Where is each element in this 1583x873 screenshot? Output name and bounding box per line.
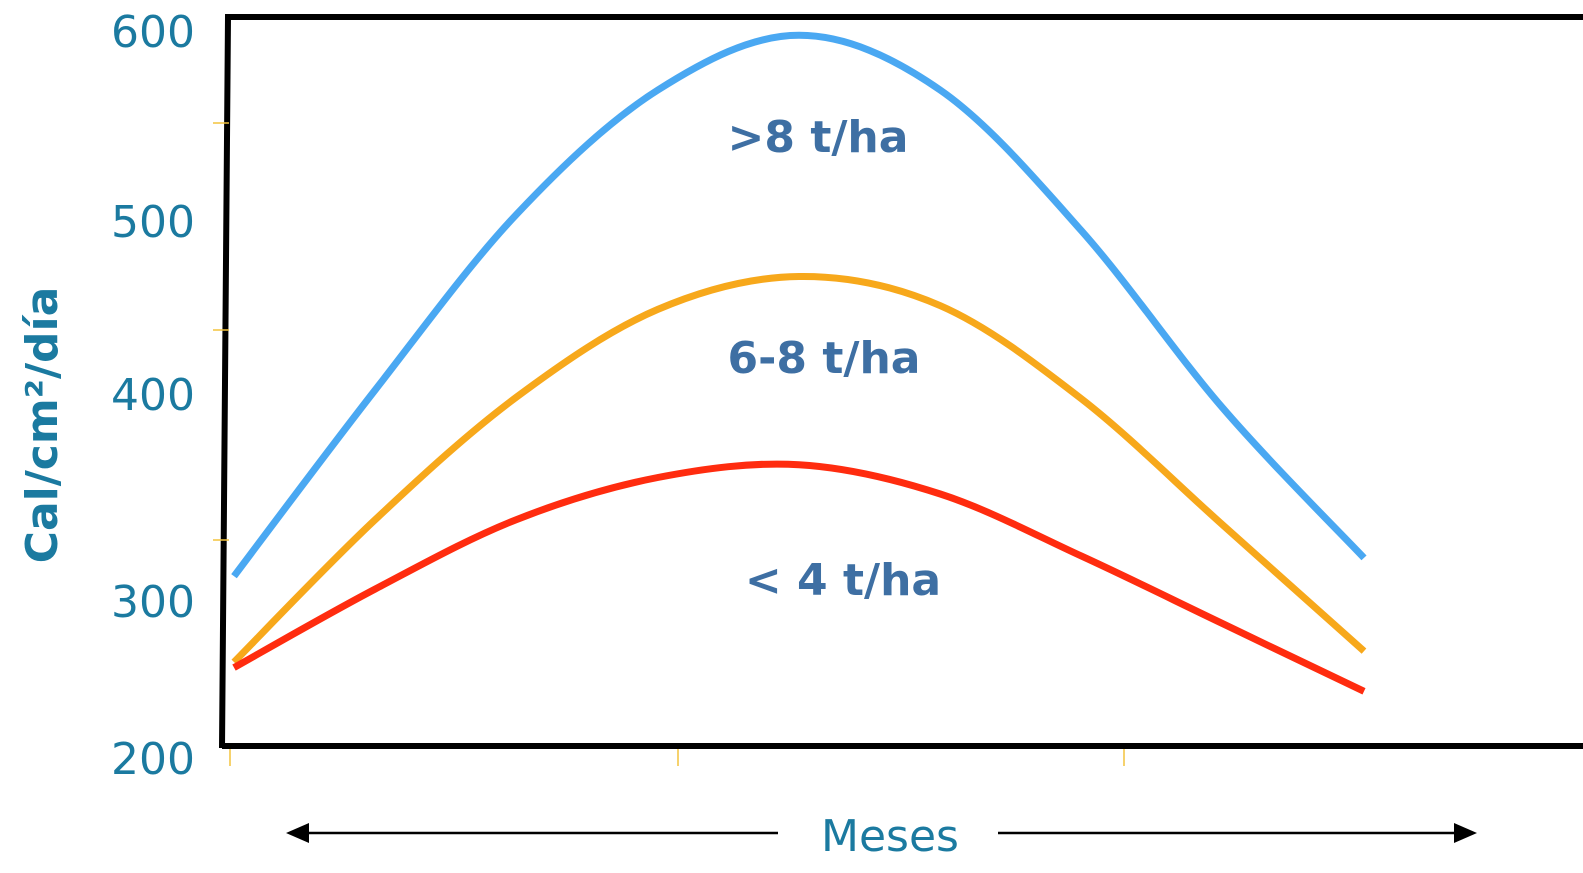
series-line-2 [232, 460, 1366, 695]
ytick-label: 400 [111, 370, 195, 421]
x-axis-label: Meses [821, 811, 959, 862]
x-arrow-right-head [1454, 823, 1477, 843]
ytick-label: 500 [111, 197, 195, 248]
series-label-6-8: 6-8 t/ha [728, 333, 921, 384]
y-axis-label: Cal/cm²/día [17, 287, 68, 564]
series-layer [231, 31, 1367, 695]
series-label-lt4: < 4 t/ha [745, 555, 941, 606]
ytick-label: 600 [111, 7, 195, 58]
x-arrow-left-head [286, 823, 309, 843]
ytick-label: 300 [111, 577, 195, 628]
series-line-1 [231, 272, 1367, 665]
series-line-0 [231, 31, 1367, 579]
plot-frame [219, 14, 1583, 749]
series-label-gt8: >8 t/ha [728, 112, 909, 163]
ytick-label: 200 [111, 734, 195, 785]
